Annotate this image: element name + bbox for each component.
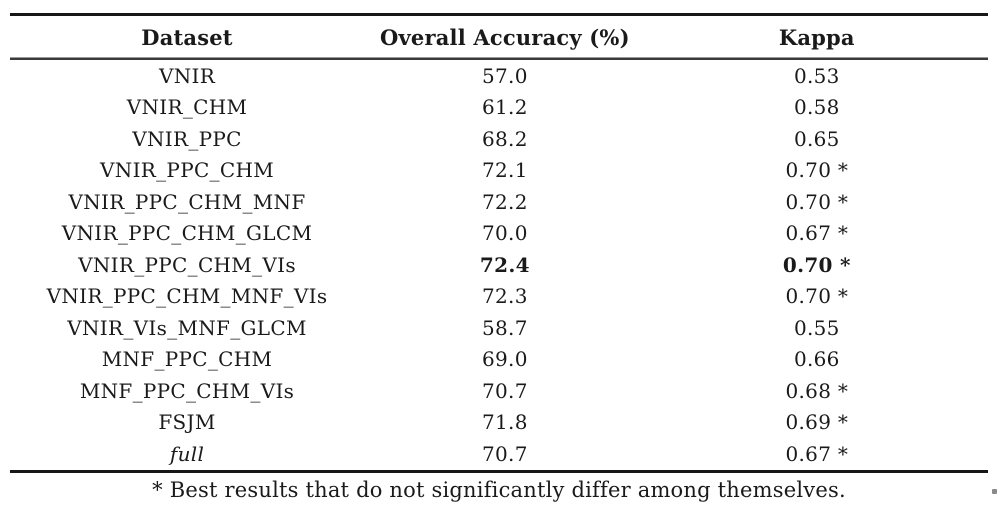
accuracy-cell: 70.7 (481, 378, 528, 403)
kappa-cell: 0.70 * (785, 284, 849, 309)
kappa-cell: 0.67 * (785, 221, 849, 246)
accuracy-cell: 72.2 (481, 189, 528, 214)
table-row: VNIR_VIs_MNF_GLCM 58.7 0.55 (10, 312, 988, 344)
header-cell-kappa: Kappa (778, 24, 855, 50)
table-row: VNIR_PPC_CHM_GLCM 70.0 0.67 * (10, 218, 988, 250)
accuracy-cell: 70.0 (481, 221, 528, 246)
dataset-cell: VNIR (158, 63, 216, 88)
table-row: VNIR 57.0 0.53 (10, 60, 988, 92)
accuracy-cell: 69.0 (481, 347, 528, 372)
kappa-cell: 0.65 (793, 126, 840, 151)
dataset-cell: full (169, 441, 205, 466)
kappa-cell: 0.68 * (785, 378, 849, 403)
kappa-cell: 0.69 * (785, 410, 849, 435)
kappa-cell: 0.58 (793, 95, 840, 120)
scan-artifact-dot (992, 489, 997, 494)
table-row: VNIR_PPC_CHM_VIs 72.4 0.70 * (10, 249, 988, 281)
accuracy-cell: 61.2 (481, 95, 528, 120)
dataset-cell: VNIR_PPC_CHM (100, 158, 274, 183)
dataset-cell: VNIR_PPC (132, 126, 242, 151)
dataset-cell: MNF_PPC_CHM (101, 347, 273, 372)
accuracy-cell: 72.4 (479, 252, 530, 277)
kappa-cell: 0.53 (793, 63, 840, 88)
kappa-cell: 0.70 * (782, 252, 851, 277)
accuracy-cell: 71.8 (481, 410, 528, 435)
dataset-cell: VNIR_PPC_CHM_MNF_VIs (46, 284, 328, 309)
table-row: full 70.7 0.67 * (10, 438, 988, 470)
kappa-cell: 0.55 (793, 315, 840, 340)
table-row: VNIR_PPC_CHM_MNF_VIs 72.3 0.70 * (10, 281, 988, 313)
kappa-cell: 0.70 * (785, 158, 849, 183)
dataset-cell: MNF_PPC_CHM_VIs (79, 378, 295, 403)
table-row: VNIR_PPC_CHM_MNF 72.2 0.70 * (10, 186, 988, 218)
dataset-cell: VNIR_VIs_MNF_GLCM (67, 315, 307, 340)
table-row: FSJM 71.8 0.69 * (10, 407, 988, 439)
table-header-row: Dataset Overall Accuracy (%) Kappa (10, 16, 988, 58)
dataset-cell: VNIR_PPC_CHM_VIs (78, 252, 296, 277)
kappa-cell: 0.66 (793, 347, 840, 372)
table-row: MNF_PPC_CHM_VIs 70.7 0.68 * (10, 375, 988, 407)
table-top-rule (10, 13, 988, 16)
table-row: VNIR_PPC_CHM 72.1 0.70 * (10, 155, 988, 187)
kappa-cell: 0.70 * (785, 189, 849, 214)
dataset-cell: VNIR_CHM (126, 95, 248, 120)
accuracy-cell: 72.3 (481, 284, 528, 309)
accuracy-cell: 72.1 (481, 158, 528, 183)
accuracy-cell: 70.7 (481, 441, 528, 466)
accuracy-cell: 58.7 (481, 315, 528, 340)
accuracy-cell: 57.0 (481, 63, 528, 88)
kappa-cell: 0.67 * (785, 441, 849, 466)
table-body: VNIR 57.0 0.53 VNIR_CHM 61.2 0.58 VNIR_P… (10, 60, 988, 470)
table-header-rule (10, 58, 988, 60)
accuracy-cell: 68.2 (481, 126, 528, 151)
table-row: VNIR_PPC 68.2 0.65 (10, 123, 988, 155)
dataset-cell: VNIR_PPC_CHM_MNF (68, 189, 306, 214)
header-cell-dataset: Dataset (141, 24, 233, 50)
header-cell-accuracy: Overall Accuracy (%) (379, 24, 630, 50)
table-row: VNIR_CHM 61.2 0.58 (10, 92, 988, 124)
dataset-cell: VNIR_PPC_CHM_GLCM (61, 221, 313, 246)
table-footnote: * Best results that do not significantly… (152, 477, 846, 502)
table-bottom-rule (10, 469, 988, 473)
table-row: MNF_PPC_CHM 69.0 0.66 (10, 344, 988, 376)
dataset-cell: FSJM (158, 410, 216, 435)
results-table: Dataset Overall Accuracy (%) Kappa VNIR … (10, 13, 988, 502)
